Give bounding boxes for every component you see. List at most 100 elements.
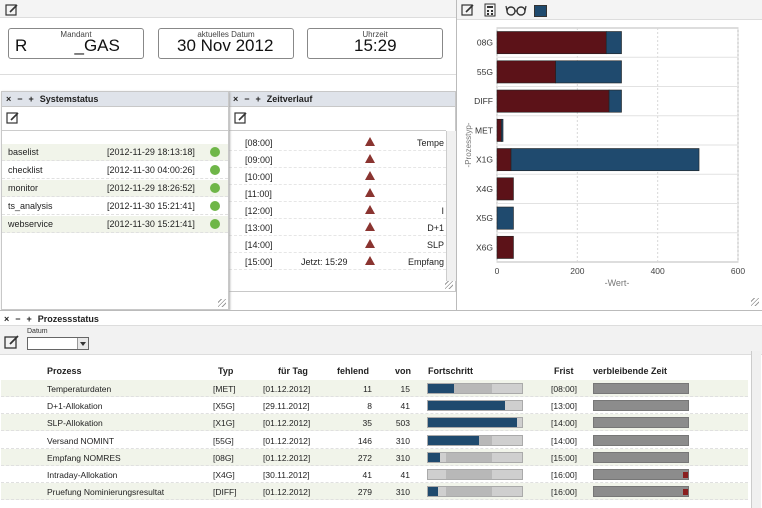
close-icon[interactable]: × bbox=[6, 94, 12, 104]
bar-DIFF-series-0[interactable] bbox=[496, 89, 610, 113]
expand-icon[interactable]: + bbox=[26, 313, 32, 324]
list-item[interactable]: baselist [2012-11-29 18:13:18] bbox=[2, 144, 228, 161]
col-verbleibende-zeit[interactable]: verbleibende Zeit bbox=[593, 366, 668, 376]
zeitverlauf-titlebar[interactable]: × − + Zeitverlauf bbox=[229, 92, 455, 107]
table-row[interactable]: D+1-Allokation [X5G] [29.11.2012] 8 41 [… bbox=[1, 397, 748, 415]
edit-icon[interactable] bbox=[5, 3, 18, 16]
timeline-time: [11:00] bbox=[245, 189, 272, 199]
bar-X4G-series-0[interactable] bbox=[496, 177, 514, 201]
progress-bar-fill bbox=[428, 487, 438, 497]
timeline-item[interactable]: [08:00] Tempe bbox=[229, 134, 446, 151]
mandant-value: R _GAS bbox=[15, 36, 120, 55]
bar-MET-series-0[interactable] bbox=[496, 118, 502, 142]
cell-fehlend: 8 bbox=[367, 401, 372, 412]
warning-triangle-icon bbox=[365, 222, 375, 231]
calculator-icon[interactable] bbox=[484, 3, 496, 17]
category-label: DIFF bbox=[474, 96, 493, 106]
chart-grid bbox=[496, 27, 739, 263]
service-name: baselist bbox=[8, 147, 39, 157]
remaining-time-bar bbox=[593, 434, 689, 446]
timeline-item[interactable]: [10:00] bbox=[229, 168, 446, 185]
expand-icon[interactable]: + bbox=[28, 94, 34, 104]
chevron-down-icon[interactable] bbox=[77, 338, 88, 349]
service-name: webservice bbox=[8, 219, 54, 229]
zeitverlauf-title: Zeitverlauf bbox=[266, 94, 313, 104]
edit-icon[interactable] bbox=[6, 111, 20, 125]
table-row[interactable]: Temperaturdaten [MET] [01.12.2012] 11 15… bbox=[1, 380, 748, 397]
edit-icon[interactable] bbox=[461, 3, 475, 17]
list-item[interactable]: monitor [2012-11-29 18:26:52] bbox=[2, 180, 228, 197]
progress-bar bbox=[427, 434, 523, 446]
table-row[interactable]: SLP-Allokation [X1G] [01.12.2012] 35 503… bbox=[1, 414, 748, 432]
timeline-item[interactable]: [15:00] Jetzt: 15:29 Empfang bbox=[229, 253, 446, 270]
progress-bar bbox=[427, 400, 523, 412]
list-item[interactable]: checklist [2012-11-30 04:00:26] bbox=[2, 162, 228, 179]
prozessstatus-titlebar[interactable]: × − + Prozessstatus bbox=[0, 311, 762, 326]
col-von[interactable]: von bbox=[395, 366, 412, 376]
service-name: ts_analysis bbox=[8, 201, 53, 211]
cell-typ: [X5G] bbox=[213, 401, 235, 412]
glasses-icon[interactable] bbox=[505, 4, 527, 16]
status-dot-icon bbox=[210, 201, 220, 211]
expand-icon[interactable]: + bbox=[255, 94, 261, 104]
cell-typ: [X4G] bbox=[213, 470, 235, 480]
table-row[interactable]: Versand NOMINT [55G] [01.12.2012] 146 31… bbox=[1, 431, 748, 449]
timeline-item[interactable]: [12:00] I bbox=[229, 202, 446, 219]
col-fehlend[interactable]: fehlend bbox=[337, 366, 370, 376]
col-fortschritt[interactable]: Fortschritt bbox=[428, 366, 473, 376]
bar-MET-series-1[interactable] bbox=[501, 118, 504, 142]
cell-von: 310 bbox=[395, 452, 410, 463]
resize-grip[interactable] bbox=[445, 281, 453, 289]
list-item[interactable]: webservice [2012-11-30 15:21:41] bbox=[2, 216, 228, 233]
table-row[interactable]: Empfang NOMRES [08G] [01.12.2012] 272 31… bbox=[1, 448, 748, 466]
col-prozess[interactable]: Prozess bbox=[47, 366, 82, 376]
bar-X1G-series-1[interactable] bbox=[510, 148, 700, 172]
close-icon[interactable]: × bbox=[4, 313, 10, 324]
col-typ[interactable]: Typ bbox=[218, 366, 234, 376]
service-timestamp: [2012-11-30 15:21:41] bbox=[107, 201, 195, 211]
minimize-icon[interactable]: − bbox=[17, 94, 23, 104]
timeline-item[interactable]: [09:00] bbox=[229, 151, 446, 168]
resize-grip[interactable] bbox=[218, 299, 226, 307]
date-filter-select[interactable] bbox=[27, 337, 89, 350]
cell-fuer-tag: [01.12.2012] bbox=[263, 384, 311, 394]
remaining-time-bar bbox=[593, 417, 689, 429]
edit-icon[interactable] bbox=[4, 334, 20, 350]
cell-typ: [DIFF] bbox=[213, 487, 237, 498]
close-icon[interactable]: × bbox=[233, 94, 239, 104]
warning-triangle-icon bbox=[365, 239, 375, 248]
color-square-icon[interactable] bbox=[534, 5, 547, 17]
bar-X5G-series-1[interactable] bbox=[496, 206, 514, 230]
service-timestamp: [2012-11-29 18:13:18] bbox=[107, 147, 195, 157]
bar-08G-series-0[interactable] bbox=[496, 31, 607, 55]
minimize-icon[interactable]: − bbox=[244, 94, 250, 104]
cell-von: 15 bbox=[400, 384, 410, 394]
prozess-scrollbar[interactable] bbox=[751, 351, 761, 508]
timeline-item[interactable]: [14:00] SLP bbox=[229, 236, 446, 253]
zeitverlauf-scrollbar[interactable] bbox=[446, 131, 456, 281]
minimize-icon[interactable]: − bbox=[15, 313, 21, 324]
edit-icon[interactable] bbox=[234, 111, 248, 125]
timeline-item[interactable]: [13:00] D+1 bbox=[229, 219, 446, 236]
chart-x-axis-label: -Wert- bbox=[605, 278, 630, 288]
timeline-time: [12:00] bbox=[245, 206, 273, 216]
table-row[interactable]: Pruefung Nominierungsresultat [DIFF] [01… bbox=[1, 483, 748, 501]
col-frist[interactable]: Frist bbox=[554, 366, 574, 376]
col-fuer-tag[interactable]: für Tag bbox=[278, 366, 308, 376]
bar-08G-series-1[interactable] bbox=[605, 31, 622, 55]
bar-X6G-series-0[interactable] bbox=[496, 235, 514, 259]
table-row[interactable]: Intraday-Allokation [X4G] [30.11.2012] 4… bbox=[1, 466, 748, 483]
bar-X1G-series-0[interactable] bbox=[496, 148, 512, 172]
bar-55G-series-1[interactable] bbox=[555, 60, 622, 84]
cell-fuer-tag: [01.12.2012] bbox=[263, 418, 311, 429]
overdue-marker bbox=[683, 489, 688, 496]
resize-grip[interactable] bbox=[751, 298, 759, 306]
bar-55G-series-0[interactable] bbox=[496, 60, 556, 84]
bar-DIFF-series-1[interactable] bbox=[608, 89, 622, 113]
list-item[interactable]: ts_analysis [2012-11-30 15:21:41] bbox=[2, 198, 228, 215]
cell-prozess: Temperaturdaten bbox=[47, 384, 112, 394]
timeline-item[interactable]: [11:00] bbox=[229, 185, 446, 202]
systemstatus-titlebar[interactable]: × − + Systemstatus bbox=[2, 92, 228, 107]
cell-typ: [X1G] bbox=[213, 418, 235, 429]
mandant-field[interactable]: Mandant R _GAS bbox=[8, 28, 144, 59]
